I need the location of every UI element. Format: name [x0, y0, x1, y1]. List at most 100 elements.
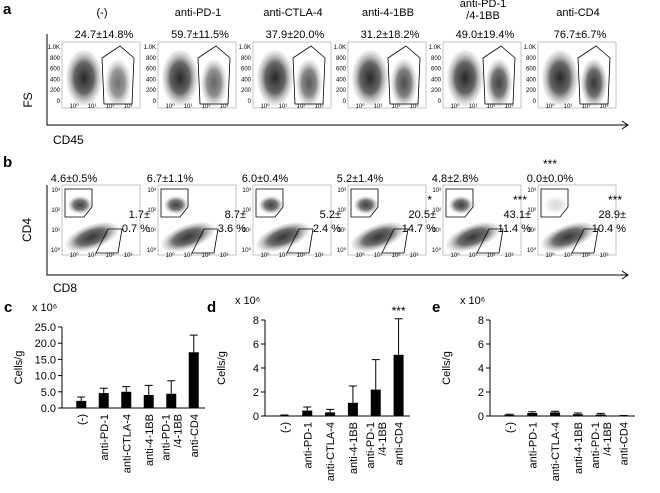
bar: [347, 402, 358, 416]
multiplier: x 10⁶: [460, 295, 485, 307]
flow-y-tick-label: 10⁰: [527, 247, 537, 254]
gate: [482, 45, 516, 105]
cell-cloud: [257, 50, 293, 106]
y-tick-label: 20.0: [35, 338, 56, 350]
axis-label: FS: [21, 92, 35, 107]
flow-y-tick-label: 600: [146, 67, 157, 73]
gate: [571, 228, 599, 254]
gate-percentage-line: 3.6 %: [218, 223, 246, 235]
significance: ***: [392, 304, 406, 318]
flow-y-tick-label: 400: [146, 77, 157, 83]
flow-x-tick-label: 10²: [202, 253, 211, 259]
axis-label: CD45: [53, 133, 84, 147]
bar: [370, 389, 381, 416]
flow-x-tick-label: 10¹: [469, 253, 478, 259]
flow-x-tick-label: 10¹: [374, 104, 383, 110]
flow-y-tick-label: 10³: [337, 188, 346, 194]
gate: [255, 188, 284, 218]
cell-cloud: [581, 59, 607, 107]
flow-x-tick-label: 10⁰: [545, 252, 555, 259]
flow-x-tick-label: 10¹: [184, 253, 193, 259]
flow-y-tick-label: 10²: [51, 208, 60, 214]
column-header: anti-4-1BB: [362, 7, 414, 19]
column-header: anti-PD-1: [175, 7, 221, 19]
bar: [76, 400, 87, 408]
flow-y-tick-label: 10⁰: [432, 247, 442, 254]
gate-percentage: 76.7±6.7%: [554, 29, 607, 41]
bar: [143, 395, 154, 408]
flow-x-tick-label: 10⁰: [165, 252, 175, 259]
gate-percentage: 0.0±0.0%: [527, 173, 574, 185]
gate-percentage-line: 10.4 %: [592, 223, 626, 235]
flow-y-tick-label: 10⁰: [51, 247, 61, 254]
flow-y-tick-label: 400: [526, 77, 537, 83]
x-tick-label: anti-PD-1: [302, 422, 314, 468]
flow-x-tick-label: 10²: [487, 253, 496, 259]
flow-y-tick-label: 10²: [337, 208, 346, 214]
cell-cloud: [446, 222, 500, 252]
panel-label: e: [432, 299, 440, 316]
flow-y-tick-label: 10³: [147, 188, 156, 194]
x-tick-label: anti-CD4: [619, 422, 631, 465]
significance: ***: [543, 157, 557, 171]
bar: [550, 412, 561, 416]
flow-y-tick-label: 10²: [527, 208, 536, 214]
panel-label: b: [3, 154, 12, 171]
flow-y-tick-label: 0: [57, 99, 61, 105]
flow-x-tick-label: 10¹: [279, 253, 288, 259]
error-bar: [596, 412, 605, 415]
error-bar: [348, 385, 357, 403]
flow-x-tick-label: 10¹: [88, 104, 97, 110]
cell-cloud: [68, 196, 92, 214]
cell-cloud: [201, 59, 227, 107]
gate: [350, 188, 379, 218]
x-tick-label: anti-PD-1/4-1BB: [590, 422, 614, 468]
gate: [577, 45, 611, 105]
column-header-line: /4-1BB: [466, 10, 500, 22]
flow-x-tick-label: 10³: [220, 253, 229, 259]
flow-x-tick-label: 10²: [106, 253, 115, 259]
bar: [188, 352, 199, 408]
flow-y-tick-label: 800: [431, 56, 442, 62]
gate-percentage-line: 14.7 %: [402, 223, 436, 235]
gate-percentage: 28.9± 10.4 %: [592, 209, 626, 235]
flow-y-tick-label: 10²: [147, 208, 156, 214]
gate-percentage-line: 5.2±: [320, 209, 341, 221]
flow-x-tick-label: 10⁰: [355, 252, 365, 259]
flow-y-tick-label: 0: [343, 99, 347, 105]
gate-percentage: 4.6±0.5%: [51, 173, 98, 185]
flow-x-tick-label: 10³: [315, 253, 324, 259]
gate-percentage-line: 20.5±: [409, 209, 436, 221]
gate-percentage: 24.7±14.8%: [75, 29, 134, 41]
flow-x-tick-label: 10³: [124, 104, 133, 110]
gate-percentage: 43.1± 11.4 %: [498, 209, 532, 235]
gate-percentage-line: 8.7±: [225, 209, 246, 221]
error-bar: [189, 334, 198, 353]
x-tick-label: (-): [279, 422, 291, 433]
gate: [160, 188, 189, 218]
flow-y-tick-label: 0: [153, 99, 157, 105]
flow-x-tick-label: 10³: [220, 104, 229, 110]
error-bar: [77, 396, 86, 401]
cell-cloud: [352, 50, 388, 106]
flow-y-tick-label: 10¹: [432, 228, 441, 234]
cell-cloud: [65, 222, 119, 252]
column-header-line: anti-PD-1: [460, 0, 506, 10]
y-tick-label: 8: [478, 315, 484, 327]
flow-x-tick-label: 10²: [202, 104, 211, 110]
error-bar: [144, 384, 153, 396]
axis-label: Cells/g: [13, 351, 25, 385]
column-header: anti-PD-1/4-1BB: [460, 0, 506, 22]
y-tick-label: 2: [253, 387, 259, 399]
axis-label: CD4: [20, 218, 34, 242]
bar: [302, 410, 313, 416]
axis-label: Cells/g: [216, 351, 228, 385]
flow-x-tick-label: 10²: [106, 104, 115, 110]
cell-cloud: [161, 222, 215, 252]
y-tick-label: 0: [478, 411, 484, 423]
x-tick-label: anti-CD4: [189, 414, 201, 457]
gate: [101, 45, 135, 105]
gate-percentage-line: 28.9±: [599, 209, 626, 221]
error-bar: [528, 411, 537, 413]
flow-x-tick-label: 10²: [297, 104, 306, 110]
